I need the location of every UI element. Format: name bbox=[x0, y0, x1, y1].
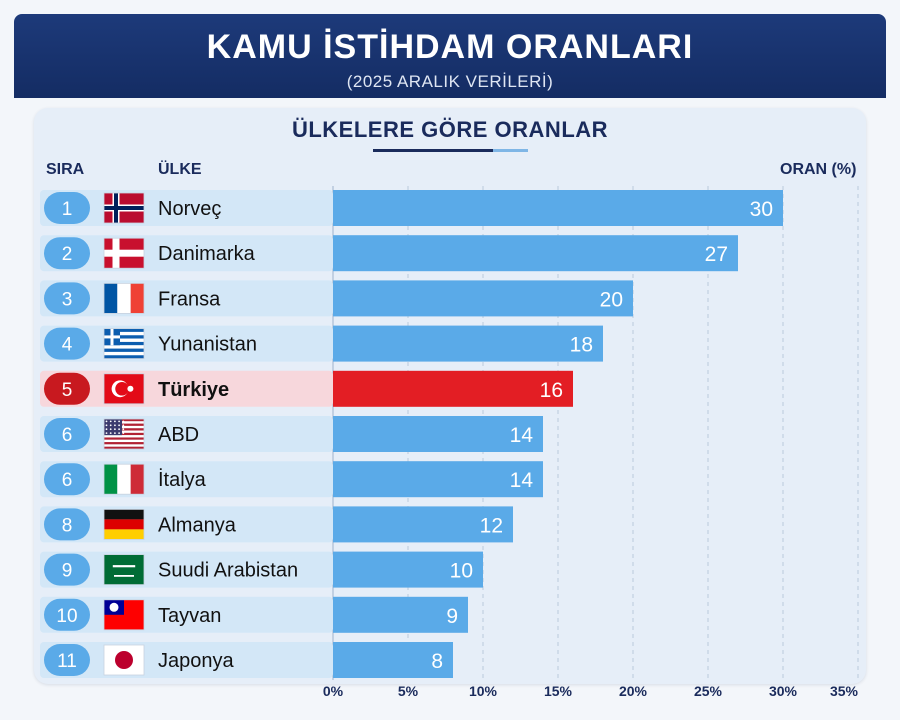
x-tick-label: 0% bbox=[323, 683, 344, 699]
x-tick-label: 10% bbox=[469, 683, 498, 699]
rank-badge bbox=[44, 192, 90, 224]
bar bbox=[333, 596, 468, 633]
rank-label: 11 bbox=[57, 651, 77, 672]
x-tick-label: 25% bbox=[694, 683, 723, 699]
rank-column-header: SIRA bbox=[46, 161, 85, 178]
country-label: Suudi Arabistan bbox=[158, 560, 298, 582]
section-title: ÜLKELERE GÖRE ORANLAR bbox=[291, 117, 609, 142]
header-banner: KAMU İSTİHDAM ORANLARI (2025 ARALIK VERİ… bbox=[14, 14, 886, 98]
x-tick-label: 5% bbox=[398, 683, 419, 699]
country-label: Japonya bbox=[158, 650, 234, 672]
x-tick-label: 35% bbox=[830, 683, 859, 699]
rank-badge bbox=[44, 418, 90, 450]
bar-value-label: 16 bbox=[540, 379, 563, 402]
x-tick-label: 20% bbox=[619, 683, 648, 699]
rank-label: 5 bbox=[62, 380, 73, 401]
country-column-header: ÜLKE bbox=[158, 161, 202, 178]
rank-label: 8 bbox=[62, 515, 73, 536]
title-underline-accent bbox=[493, 149, 528, 152]
france-flag-icon bbox=[103, 282, 145, 314]
bar-value-label: 8 bbox=[431, 650, 443, 673]
italy-flag-icon bbox=[103, 463, 145, 495]
country-label: Türkiye bbox=[158, 379, 229, 401]
taiwan-flag-icon bbox=[103, 599, 145, 631]
title-underline bbox=[373, 149, 493, 152]
bar bbox=[333, 190, 783, 226]
norway-flag-icon bbox=[103, 192, 145, 224]
bar bbox=[333, 416, 543, 452]
bar-value-label: 10 bbox=[450, 560, 473, 583]
rank-label: 6 bbox=[62, 470, 73, 491]
rank-badge bbox=[44, 282, 90, 315]
bar-value-label: 14 bbox=[510, 469, 534, 492]
greece-flag-icon bbox=[103, 328, 145, 360]
page-subtitle: (2025 ARALIK VERİLERİ) bbox=[346, 72, 554, 91]
bar bbox=[333, 506, 513, 543]
bar-value-label: 30 bbox=[750, 198, 773, 221]
usa-flag-icon bbox=[103, 418, 145, 450]
rank-badge bbox=[44, 598, 90, 631]
country-label: Yunanistan bbox=[158, 334, 257, 356]
bar bbox=[333, 280, 633, 317]
rank-label: 2 bbox=[62, 244, 73, 265]
rank-badge bbox=[44, 463, 90, 496]
bar bbox=[333, 461, 543, 498]
rank-badge bbox=[44, 508, 90, 541]
bar bbox=[333, 642, 453, 678]
bar-value-label: 9 bbox=[446, 605, 458, 628]
rank-label: 9 bbox=[62, 561, 73, 582]
country-label: İtalya bbox=[158, 468, 207, 491]
bar bbox=[333, 551, 483, 588]
japan-flag-icon bbox=[103, 644, 145, 676]
bar-value-label: 20 bbox=[600, 288, 623, 311]
saudi-arabia-flag-icon bbox=[103, 554, 145, 585]
x-tick-label: 15% bbox=[544, 683, 573, 699]
x-tick-label: 30% bbox=[769, 683, 798, 699]
rate-column-header: ORAN (%) bbox=[780, 161, 857, 178]
country-label: Fransa bbox=[158, 288, 221, 310]
rank-badge bbox=[44, 644, 90, 676]
bar-value-label: 27 bbox=[705, 243, 728, 266]
rank-label: 10 bbox=[56, 606, 77, 627]
rank-label: 4 bbox=[62, 335, 73, 356]
bar-value-label: 14 bbox=[510, 424, 534, 447]
denmark-flag-icon bbox=[103, 237, 145, 269]
bar bbox=[333, 325, 603, 362]
country-label: Danimarka bbox=[158, 243, 256, 265]
rank-badge bbox=[44, 237, 90, 270]
rank-badge bbox=[44, 327, 90, 360]
rank-label: 6 bbox=[62, 425, 73, 446]
turkey-flag-icon bbox=[103, 373, 145, 405]
germany-flag-icon bbox=[103, 508, 145, 540]
country-label: ABD bbox=[158, 424, 199, 446]
rank-badge bbox=[44, 372, 90, 405]
page-title: KAMU İSTİHDAM ORANLARI bbox=[206, 28, 694, 66]
country-label: Norveç bbox=[158, 198, 221, 220]
bar-value-label: 12 bbox=[480, 514, 503, 537]
bar-value-label: 18 bbox=[570, 334, 593, 357]
country-label: Almanya bbox=[158, 514, 237, 536]
bar bbox=[333, 235, 738, 272]
bar bbox=[333, 370, 573, 407]
rank-label: 3 bbox=[62, 289, 73, 310]
rank-badge bbox=[44, 553, 90, 586]
country-label: Tayvan bbox=[158, 605, 221, 627]
rank-label: 1 bbox=[62, 199, 73, 220]
